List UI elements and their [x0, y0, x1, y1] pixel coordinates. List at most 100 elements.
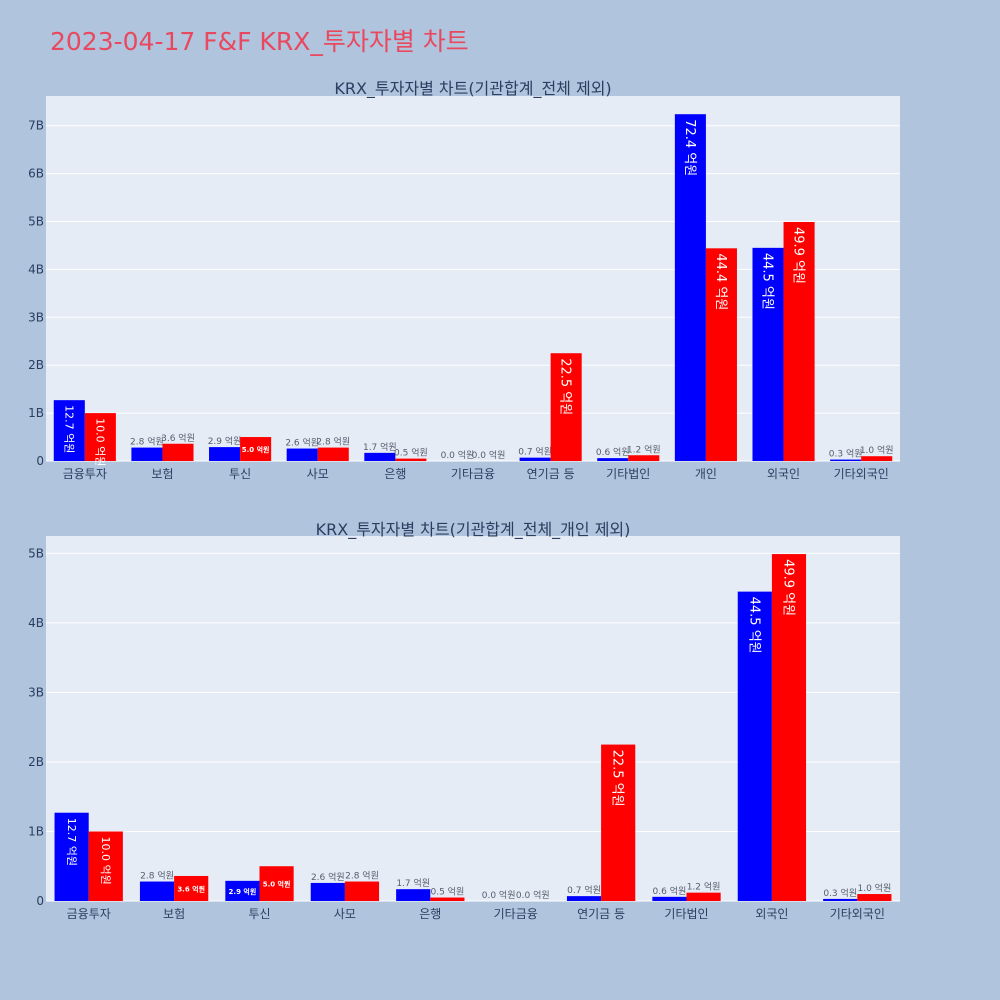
bar-value-label: 1.7 억원	[363, 441, 397, 453]
bar-value-label: 0.3 억원	[829, 448, 863, 460]
bar-value-label: 0.6 억원	[653, 885, 687, 897]
bar	[162, 443, 194, 461]
x-tick-label: 기타법인	[664, 907, 708, 921]
bar	[674, 114, 706, 462]
bar-value-label: 44.4 억원	[713, 253, 728, 310]
y-tick-label: 0	[36, 454, 44, 468]
bar	[519, 457, 551, 461]
bar-value-label: 12.7 억원	[65, 818, 78, 866]
bar	[857, 894, 892, 901]
bar-value-label: 0.0 억원	[482, 889, 516, 901]
bar	[225, 880, 260, 901]
x-tick-label: 기타금융	[451, 467, 495, 481]
y-tick-label: 4B	[28, 262, 44, 276]
y-tick-label: 4B	[28, 616, 44, 630]
x-tick-label: 연기금 등	[577, 907, 625, 921]
bar-value-label: 3.6 억원	[161, 432, 195, 444]
x-tick-label: 은행	[419, 906, 441, 921]
bar-value-label: 5.0 억원	[263, 880, 291, 889]
bar	[652, 896, 687, 901]
chart-title: KRX_투자자별 차트(기관합계_전체_개인 제외)	[316, 520, 631, 540]
bar-value-label: 2.6 억원	[285, 437, 319, 449]
bar-value-label: 44.5 억원	[746, 597, 761, 654]
bar-value-label: 2.9 억원	[229, 887, 257, 896]
x-tick-label: 투신	[229, 467, 251, 481]
x-tick-label: 기타외국인	[830, 907, 885, 921]
bar-value-label: 0.0 억원	[516, 889, 550, 901]
bar-value-label: 10.0 억원	[93, 418, 106, 466]
bar-value-label: 0.5 억원	[431, 886, 465, 898]
bar	[752, 247, 784, 461]
x-tick-label: 보험	[151, 467, 173, 481]
bar	[209, 447, 241, 461]
y-tick-label: 5B	[28, 546, 44, 560]
bar	[54, 812, 89, 901]
bar	[53, 400, 85, 461]
bar	[823, 898, 858, 901]
bar	[139, 881, 175, 901]
bar	[686, 892, 721, 901]
bar	[174, 875, 209, 901]
x-tick-label: 금융투자	[67, 907, 111, 921]
bar	[317, 447, 349, 461]
bar	[861, 456, 893, 461]
bar-value-label: 2.8 억원	[345, 870, 379, 882]
x-tick-label: 연기금 등	[527, 467, 575, 481]
bar-value-label: 0.5 억원	[394, 447, 428, 459]
bar	[430, 897, 465, 901]
x-tick-label: 개인	[695, 467, 717, 481]
bar	[131, 447, 163, 461]
chart-investors-excl-total: 0 1B 2B 3B 4B 5B 6B 7B KRX_투자자별 차트(기관합계_전체 제외) 금융…	[28, 79, 900, 481]
bar	[310, 882, 345, 901]
bar	[601, 744, 636, 901]
bar-value-label: 1.0 억원	[858, 882, 892, 894]
bar-value-label: 1.0 억원	[860, 444, 894, 456]
page-title: 2023-04-17 F&F KRX_투자자별 차트	[50, 27, 469, 56]
bar-value-label: 0.0 억원	[472, 449, 506, 461]
bar	[783, 221, 815, 461]
x-tick-label: 투신	[248, 907, 270, 921]
bar-value-label: 3.6 억원	[177, 884, 205, 893]
bar-value-label: 0.6 억원	[596, 446, 630, 458]
bar-value-label: 49.9 억원	[791, 227, 806, 284]
bar	[737, 591, 772, 901]
bar-value-label: 0.0 억원	[441, 449, 475, 461]
x-tick-label: 기타법인	[606, 467, 650, 481]
bar-value-label: 72.4 억원	[682, 119, 697, 176]
bar-value-label: 5.0 억원	[242, 445, 270, 454]
bar-value-label: 12.7 억원	[62, 405, 75, 453]
bar	[550, 353, 582, 461]
bar-value-label: 0.7 억원	[567, 884, 601, 896]
y-tick-label: 3B	[28, 310, 44, 324]
bar-value-label: 0.7 억원	[518, 446, 552, 458]
y-tick-label: 0	[36, 894, 44, 908]
bar-value-label: 44.5 억원	[759, 253, 774, 310]
x-tick-label: 은행	[384, 466, 406, 481]
x-tick-label: 외국인	[767, 467, 800, 481]
bar	[628, 455, 660, 461]
bar-value-label: 2.9 억원	[208, 435, 242, 447]
x-tick-label: 기타외국인	[834, 467, 889, 481]
y-tick-label: 5B	[28, 214, 44, 228]
bar-value-label: 2.8 억원	[130, 436, 164, 448]
x-tick-label: 보험	[163, 907, 185, 921]
y-tick-label: 3B	[28, 685, 44, 699]
bar	[771, 554, 807, 901]
y-tick-label: 2B	[28, 358, 44, 372]
bar	[344, 881, 380, 901]
bar-value-label: 22.5 억원	[558, 358, 573, 415]
bar-value-label: 22.5 억원	[610, 750, 625, 807]
bar-value-label: 0.3 억원	[823, 887, 857, 899]
bar	[566, 896, 602, 901]
bar-value-label: 2.8 억원	[316, 436, 350, 448]
bar	[364, 452, 396, 461]
bar-value-label: 10.0 억원	[99, 836, 112, 884]
chart-title: KRX_투자자별 차트(기관합계_전체 제외)	[334, 79, 611, 99]
bar	[286, 448, 318, 461]
bar-value-label: 2.6 억원	[311, 871, 345, 883]
y-tick-label: 1B	[28, 406, 44, 420]
bar-value-label: 2.8 억원	[140, 870, 174, 882]
x-tick-label: 사모	[307, 467, 329, 481]
bar	[830, 459, 862, 461]
